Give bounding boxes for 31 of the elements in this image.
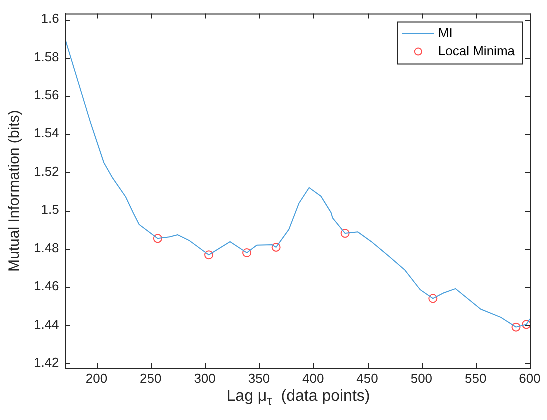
x-tick-label: 200 xyxy=(86,370,108,386)
y-tick-label: 1.46 xyxy=(34,278,60,294)
x-tick-label: 350 xyxy=(248,370,270,386)
y-tick-label: 1.56 xyxy=(34,88,60,103)
y-tick-label: 1.44 xyxy=(34,316,60,332)
point xyxy=(428,294,438,304)
legend-label: Local Minima xyxy=(438,43,516,58)
y-tick-label: 1.42 xyxy=(34,355,60,370)
x-tick-label: 450 xyxy=(356,370,378,386)
point xyxy=(153,234,162,244)
y-tick-label: 1.5 xyxy=(41,202,60,218)
y-tick-label: 1.48 xyxy=(34,240,60,256)
x-tick-label: 400 xyxy=(302,370,324,386)
x-tick-label: 250 xyxy=(140,370,162,386)
point xyxy=(512,322,521,332)
y-tick-label: 1.6 xyxy=(41,11,60,26)
point xyxy=(242,248,252,258)
point xyxy=(204,250,214,260)
point xyxy=(272,242,281,252)
y-axis-title: Mutual Information (bits) xyxy=(6,110,24,272)
x-tick-label: 550 xyxy=(464,370,487,386)
x-axis-title: Lag μ$_{τ}$ (data points) xyxy=(226,388,372,408)
x-tick-label: 600 xyxy=(519,370,541,386)
x-tick-label: 500 xyxy=(410,370,433,386)
x-tick-label: 300 xyxy=(194,370,216,386)
point xyxy=(340,229,350,238)
y-tick-label: 1.54 xyxy=(34,126,60,141)
legend-label: MI xyxy=(438,25,453,40)
point xyxy=(522,320,530,330)
y-tick-label: 1.52 xyxy=(34,164,60,179)
y-tick-label: 1.58 xyxy=(34,49,60,64)
